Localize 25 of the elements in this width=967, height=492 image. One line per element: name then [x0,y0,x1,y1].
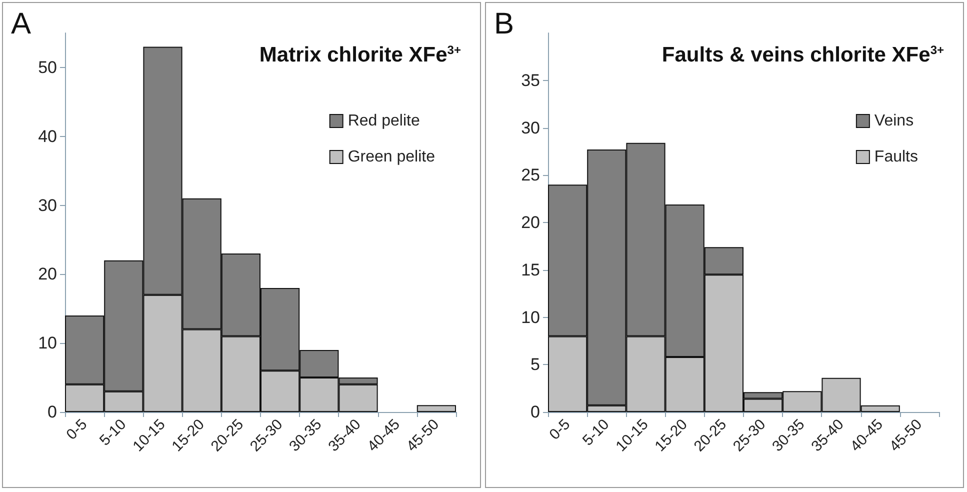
legend-label: Red pelite [348,112,420,130]
legend-label: Green pelite [348,148,436,166]
y-tick-label: 40 [38,126,57,146]
y-tick-label: 0 [530,402,540,422]
y-tick-label: 50 [38,58,57,77]
y-tick-label: 10 [521,308,540,327]
x-tick-label: 0-5 [546,416,574,444]
y-tick-label: 10 [38,334,57,353]
bar [416,405,456,412]
x-tick-label: 0-5 [63,416,91,444]
text: A [11,8,32,40]
text: B [494,8,514,40]
y-tick-label: 20 [38,264,57,284]
y-tick-label: 20 [521,213,540,232]
x-tick-label: 5-10 [579,416,613,450]
y-tick-label: 0 [48,402,57,422]
legend-label: Veins [874,112,914,130]
legend-label: Faults [874,148,918,166]
y-tick-label: 5 [530,355,540,374]
y-tick-label: 30 [521,118,540,138]
y-tick-label: 30 [38,196,57,215]
y-tick-label: 25 [521,166,540,185]
x-tick-label: 5-10 [96,416,130,450]
y-tick-label: 35 [521,70,540,90]
y-tick-label: 15 [521,260,540,280]
